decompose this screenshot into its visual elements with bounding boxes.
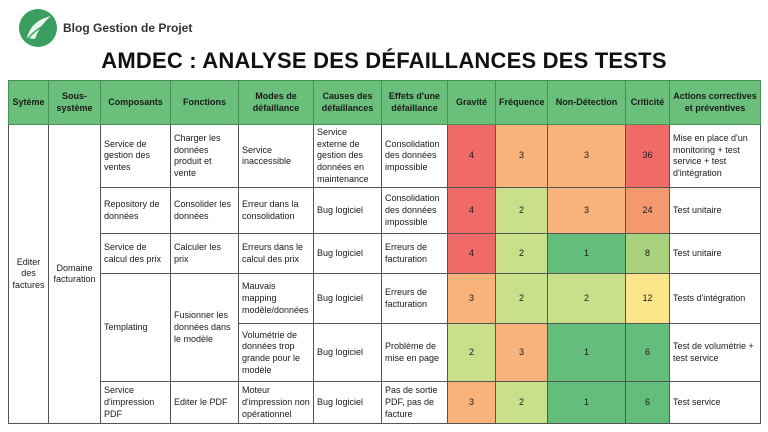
blog-header: Blog Gestion de Projet — [18, 8, 192, 48]
cause-cell: Bug logiciel — [313, 187, 382, 235]
criticity-cell: 8 — [625, 233, 670, 275]
header-cell: Gravité — [447, 80, 496, 125]
failure-mode-cell: Volumétrie de données trop grande pour l… — [238, 323, 314, 383]
criticity-cell: 6 — [625, 323, 670, 383]
table-row: Templating Fusionner les données dans le… — [9, 273, 761, 383]
frequency-cell: 3 — [495, 123, 548, 189]
effect-cell: Erreurs de facturation — [381, 273, 448, 325]
failure-mode-cell: Erreurs dans le calcul des prix — [238, 233, 314, 275]
component-cell: Service de gestion des ventes — [100, 123, 171, 189]
header-cell: Effets d'une défaillance — [381, 80, 448, 125]
function-cell: Editer le PDF — [170, 381, 239, 425]
component-cell: Service d'impression PDF — [100, 381, 171, 425]
function-cell: Consolider les données — [170, 187, 239, 235]
function-cell: Calculer les prix — [170, 233, 239, 275]
amdec-table: Sytème Sous-système Composants Fonctions… — [8, 80, 761, 425]
effect-cell: Pas de sortie PDF, pas de facture — [381, 381, 448, 425]
detection-cell: 1 — [547, 323, 626, 383]
cause-cell: Bug logiciel — [313, 381, 382, 425]
detection-cell: 2 — [547, 273, 626, 325]
action-cell: Tests d'intégration — [669, 273, 761, 325]
action-cell: Test unitaire — [669, 233, 761, 275]
component-cell: Templating — [100, 273, 171, 383]
cause-cell: Bug logiciel — [313, 273, 382, 325]
criticity-cell: 6 — [625, 381, 670, 425]
frequency-cell: 2 — [495, 381, 548, 425]
frequency-cell: 3 — [495, 323, 548, 383]
leaf-logo-icon — [18, 8, 58, 48]
header-cell: Sytème — [8, 80, 49, 125]
table-row: Volumétrie de données trop grande pour l… — [9, 323, 761, 383]
cause-cell: Service externe de gestion des données e… — [313, 123, 382, 189]
criticity-cell: 36 — [625, 123, 670, 189]
table-row: Service d'impression PDF Editer le PDF M… — [9, 381, 761, 425]
cause-cell: Bug logiciel — [313, 323, 382, 383]
brand-name[interactable]: Blog Gestion de Projet — [63, 21, 193, 35]
frequency-cell: 2 — [495, 187, 548, 235]
gravity-cell: 3 — [447, 381, 496, 425]
effect-cell: Problème de mise en page — [381, 323, 448, 383]
header-cell: Criticité — [625, 80, 670, 125]
header-row: Sytème Sous-système Composants Fonctions… — [8, 80, 761, 125]
detection-cell: 1 — [547, 233, 626, 275]
header-cell: Non-Détection — [547, 80, 626, 125]
detection-cell: 1 — [547, 381, 626, 425]
system-cell: Editer des factures — [8, 123, 49, 425]
failure-mode-cell: Erreur dans la consolidation — [238, 187, 314, 235]
detection-cell: 3 — [547, 123, 626, 189]
component-cell: Repository de données — [100, 187, 171, 235]
function-cell: Charger les données produit et vente — [170, 123, 239, 189]
header-cell: Modes de défaillance — [238, 80, 314, 125]
function-cell: Fusionner les données dans le modèle — [170, 273, 239, 383]
gravity-cell: 3 — [447, 273, 496, 325]
header-cell: Causes des défaillances — [313, 80, 382, 125]
criticity-cell: 24 — [625, 187, 670, 235]
action-cell: Mise en place d'un monitoring + test ser… — [669, 123, 761, 189]
criticity-cell: 12 — [625, 273, 670, 325]
subsystem-cell: Domaine facturation — [48, 123, 101, 425]
header-cell: Sous-système — [48, 80, 101, 125]
table-row: Repository de données Consolider les don… — [9, 187, 761, 235]
action-cell: Test service — [669, 381, 761, 425]
detection-cell: 3 — [547, 187, 626, 235]
failure-mode-cell: Moteur d'impression non opérationnel — [238, 381, 314, 425]
gravity-cell: 4 — [447, 123, 496, 189]
effect-cell: Consolidation des données impossible — [381, 187, 448, 235]
gravity-cell: 2 — [447, 323, 496, 383]
header-cell: Fonctions — [170, 80, 239, 125]
table-row: Editer des factures Domaine facturation … — [8, 123, 761, 425]
header-cell: Fréquence — [495, 80, 548, 125]
effect-cell: Consolidation des données impossible — [381, 123, 448, 189]
action-cell: Test unitaire — [669, 187, 761, 235]
frequency-cell: 2 — [495, 233, 548, 275]
header-cell: Composants — [100, 80, 171, 125]
header-cell: Actions correctives et préventives — [669, 80, 761, 125]
frequency-cell: 2 — [495, 273, 548, 325]
failure-mode-cell: Mauvais mapping modèle/données — [238, 273, 314, 325]
table-row: Service de calcul des prix Calculer les … — [9, 233, 761, 275]
failure-mode-cell: Service inaccessible — [238, 123, 314, 189]
action-cell: Test de volumétrie + test service — [669, 323, 761, 383]
component-cell: Service de calcul des prix — [100, 233, 171, 275]
page-title: AMDEC : ANALYSE DES DÉFAILLANCES DES TES… — [101, 48, 667, 73]
cause-cell: Bug logiciel — [313, 233, 382, 275]
effect-cell: Erreurs de facturation — [381, 233, 448, 275]
gravity-cell: 4 — [447, 187, 496, 235]
gravity-cell: 4 — [447, 233, 496, 275]
